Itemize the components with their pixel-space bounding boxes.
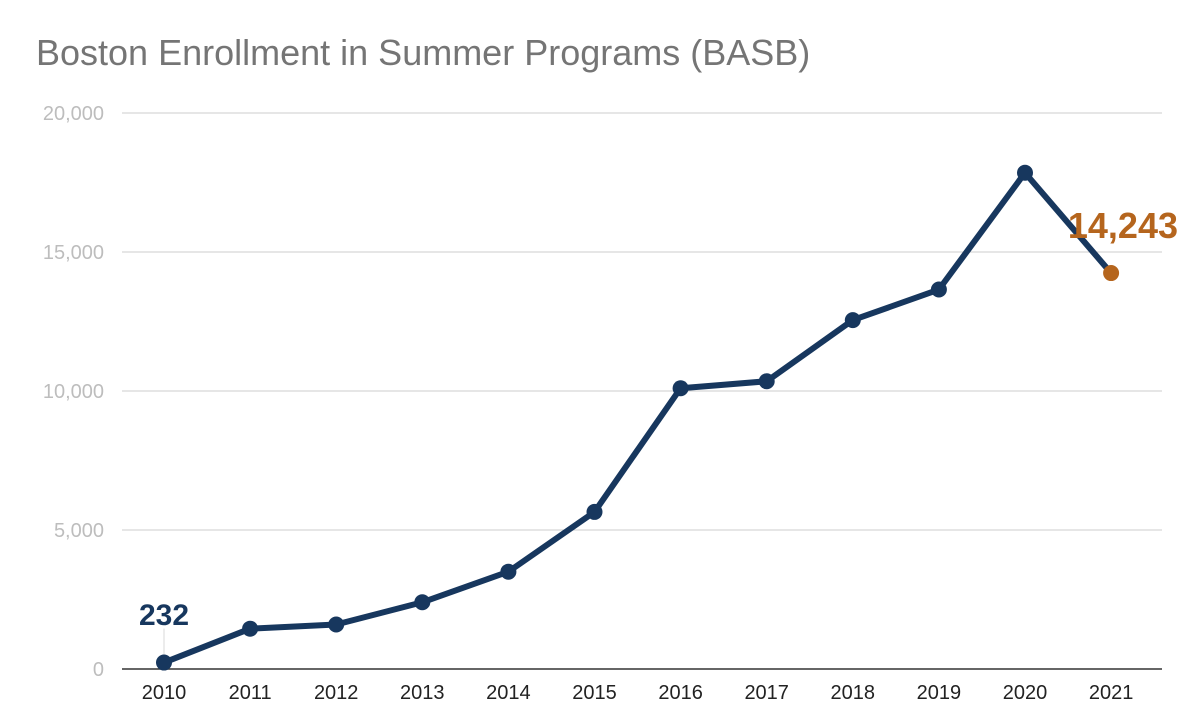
y-tick-label: 15,000 (43, 242, 104, 264)
x-tick-label: 2018 (831, 682, 876, 704)
data-label: 232 (139, 599, 189, 632)
data-point (930, 281, 947, 298)
y-tick-label: 10,000 (43, 381, 104, 403)
x-tick-label: 2017 (744, 682, 789, 704)
x-tick-label: 2020 (1003, 682, 1048, 704)
y-axis-ticks: 0 5,000 10,000 15,000 20,000 (43, 103, 104, 681)
data-point (758, 373, 775, 390)
data-point (414, 594, 431, 611)
x-tick-label: 2019 (917, 682, 962, 704)
x-axis-ticks: 2010 2011 2012 2013 2014 2015 2016 2017 2018 2019… (142, 682, 1134, 704)
data-labels: 232 14,243 (139, 205, 1178, 655)
x-tick-label: 2021 (1089, 682, 1134, 704)
gridlines (122, 112, 1162, 670)
y-tick-label: 20,000 (43, 103, 104, 125)
chart-title: Boston Enrollment in Summer Programs (BA… (36, 32, 811, 73)
series-line-layer (161, 169, 1115, 666)
x-tick-label: 2011 (229, 682, 272, 704)
x-tick-label: 2016 (658, 682, 703, 704)
data-point (156, 654, 172, 671)
data-point (586, 503, 603, 520)
x-tick-label: 2015 (572, 682, 617, 704)
data-point (500, 563, 517, 580)
data-point (328, 616, 345, 633)
data-point (844, 312, 861, 329)
x-tick-label: 2010 (142, 682, 187, 704)
x-tick-label: 2013 (400, 682, 445, 704)
x-tick-label: 2014 (486, 682, 531, 704)
y-tick-label: 0 (93, 659, 104, 681)
series-line (161, 169, 1115, 666)
data-point-highlight (1103, 265, 1120, 282)
data-point (1017, 164, 1033, 181)
data-label: 14,243 (1068, 205, 1178, 246)
x-tick-label: 2012 (314, 682, 359, 704)
y-tick-label: 5,000 (54, 520, 104, 542)
data-point (672, 380, 689, 397)
data-point (242, 620, 259, 637)
data-points (156, 164, 1120, 671)
